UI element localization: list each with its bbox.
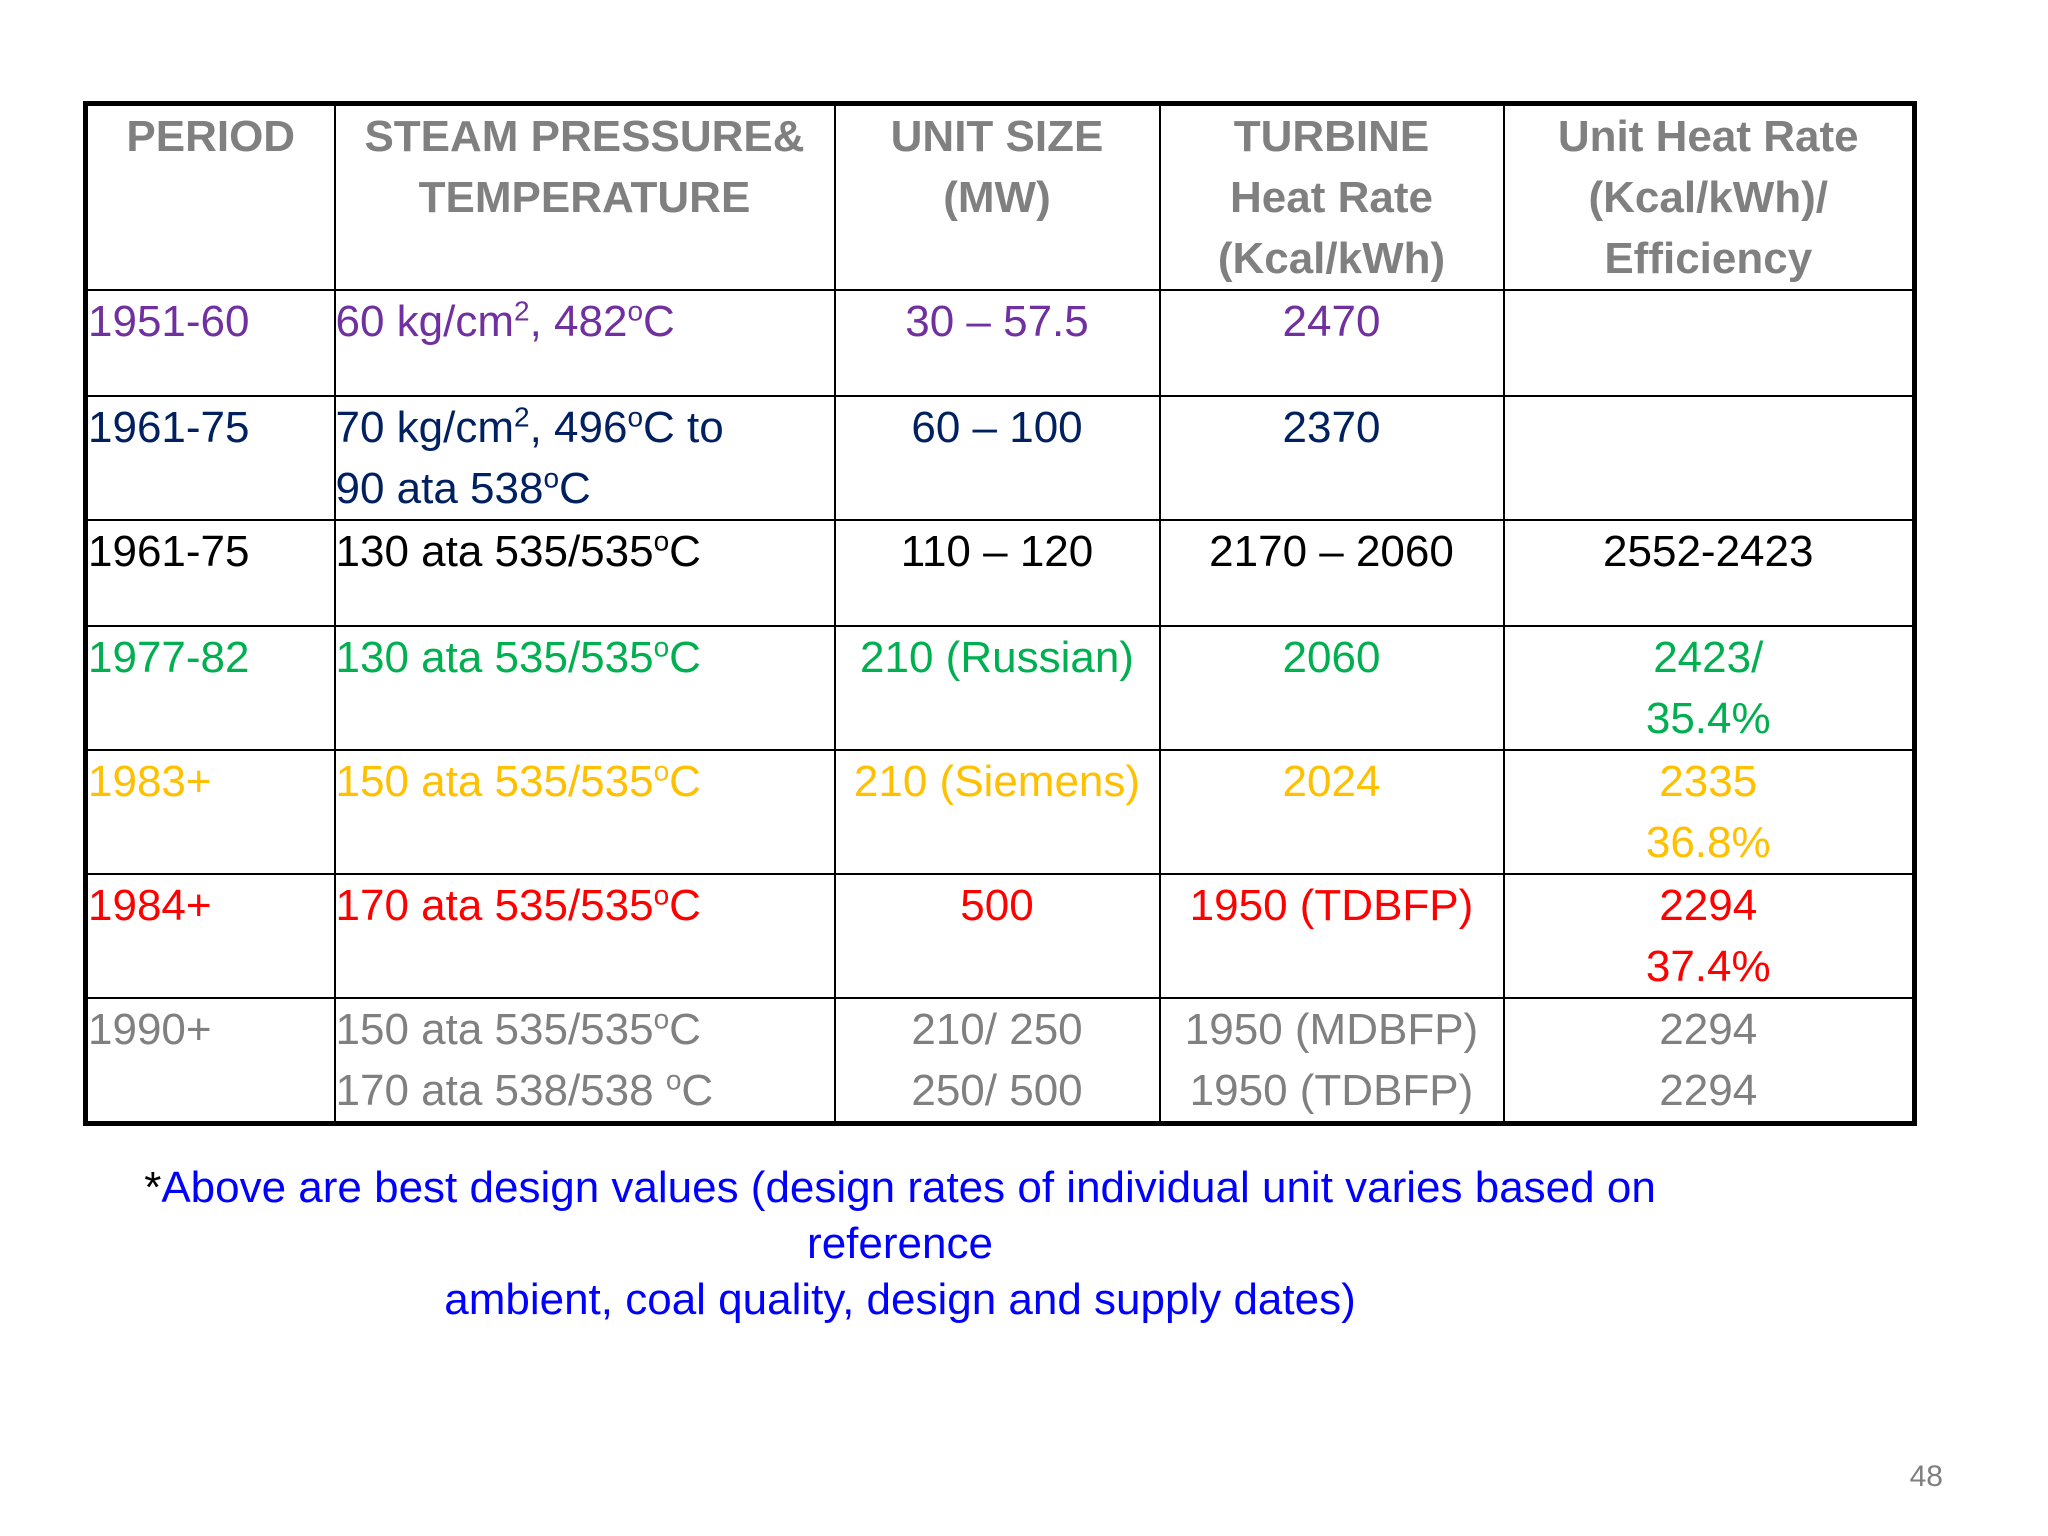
heat-rate-table: PERIOD STEAM PRESSURE& TEMPERATURE UNIT … — [83, 101, 1917, 1126]
steam-line: 150 ata 535/535oC — [335, 1003, 701, 1054]
steam-line: 70 kg/cm2, 496oC to — [335, 401, 724, 452]
steam-line: 170 ata 535/535oC — [335, 879, 701, 930]
turbine-heat-rate-cell: 2470 — [1158, 289, 1505, 397]
period-cell: 1990+ — [84, 997, 336, 1125]
unit-heat-rate-cell: 2335 36.8% — [1502, 749, 1916, 875]
unit-size-cell: 210/ 250 250/ 500 — [833, 997, 1161, 1125]
page-number: 48 — [1909, 1460, 1943, 1493]
period-cell: 1961-75 — [84, 519, 336, 627]
steam-line: 60 kg/cm2, 482oC — [335, 295, 675, 346]
unit-size-cell: 110 – 120 — [833, 519, 1161, 627]
turbine-heat-rate-cell: 1950 (TDBFP) — [1158, 873, 1505, 999]
table-row: 1951-60 60 kg/cm2, 482oC 30 – 57.5 2470 — [84, 289, 1916, 397]
unit-size-cell: 60 – 100 — [833, 395, 1161, 521]
period-cell: 1984+ — [84, 873, 336, 999]
unit-heat-rate-cell: 2552-2423 — [1502, 519, 1916, 627]
footnote-asterisk: * — [144, 1163, 162, 1212]
header-period: PERIOD — [84, 102, 336, 291]
steam-cell: 150 ata 535/535oC — [333, 749, 836, 875]
unit-heat-rate-cell: 2294 2294 — [1502, 997, 1916, 1125]
turbine-heat-rate-cell: 1950 (MDBFP) 1950 (TDBFP) — [1158, 997, 1505, 1125]
table-row: 1984+ 170 ata 535/535oC 500 1950 (TDBFP)… — [84, 873, 1916, 999]
table-header-row: PERIOD STEAM PRESSURE& TEMPERATURE UNIT … — [84, 102, 1916, 291]
period-cell: 1951-60 — [84, 289, 336, 397]
period-cell: 1961-75 — [84, 395, 336, 521]
steam-cell: 130 ata 535/535oC — [333, 519, 836, 627]
steam-line: 90 ata 538oC — [335, 462, 591, 513]
steam-cell: 70 kg/cm2, 496oC to 90 ata 538oC — [333, 395, 836, 521]
footnote: *Above are best design values (design ra… — [60, 1160, 1740, 1328]
unit-size-cell: 500 — [833, 873, 1161, 999]
unit-size-cell: 210 (Siemens) — [833, 749, 1161, 875]
steam-cell: 150 ata 535/535oC 170 ata 538/538 oC — [333, 997, 836, 1125]
unit-heat-rate-cell — [1502, 289, 1916, 397]
table-row: 1961-75 130 ata 535/535oC 110 – 120 2170… — [84, 519, 1916, 627]
steam-line: 170 ata 538/538 oC — [335, 1064, 714, 1115]
table-row: 1961-75 70 kg/cm2, 496oC to 90 ata 538oC… — [84, 395, 1916, 521]
header-unit-heat-rate-efficiency: Unit Heat Rate (Kcal/kWh)/ Efficiency — [1502, 102, 1916, 291]
unit-heat-rate-cell: 2294 37.4% — [1502, 873, 1916, 999]
unit-heat-rate-cell — [1502, 395, 1916, 521]
header-turbine-heat-rate: TURBINE Heat Rate (Kcal/kWh) — [1158, 102, 1505, 291]
table-row: 1990+ 150 ata 535/535oC 170 ata 538/538 … — [84, 997, 1916, 1125]
steam-line: 130 ata 535/535oC — [335, 631, 701, 682]
table-row: 1983+ 150 ata 535/535oC 210 (Siemens) 20… — [84, 749, 1916, 875]
table-row: 1977-82 130 ata 535/535oC 210 (Russian) … — [84, 625, 1916, 751]
header-steam-pressure-temperature: STEAM PRESSURE& TEMPERATURE — [333, 102, 836, 291]
turbine-heat-rate-cell: 2060 — [1158, 625, 1505, 751]
turbine-heat-rate-cell: 2024 — [1158, 749, 1505, 875]
unit-size-cell: 30 – 57.5 — [833, 289, 1161, 397]
turbine-heat-rate-cell: 2170 – 2060 — [1158, 519, 1505, 627]
footnote-line-1: *Above are best design values (design ra… — [144, 1163, 1656, 1268]
steam-cell: 170 ata 535/535oC — [333, 873, 836, 999]
footnote-line-2: ambient, coal quality, design and supply… — [444, 1275, 1356, 1324]
unit-size-cell: 210 (Russian) — [833, 625, 1161, 751]
steam-cell: 130 ata 535/535oC — [333, 625, 836, 751]
period-cell: 1977-82 — [84, 625, 336, 751]
steam-line: 130 ata 535/535oC — [335, 525, 701, 576]
steam-line: 150 ata 535/535oC — [335, 755, 701, 806]
period-cell: 1983+ — [84, 749, 336, 875]
unit-heat-rate-cell: 2423/ 35.4% — [1502, 625, 1916, 751]
header-unit-size: UNIT SIZE (MW) — [833, 102, 1161, 291]
steam-cell: 60 kg/cm2, 482oC — [333, 289, 836, 397]
turbine-heat-rate-cell: 2370 — [1158, 395, 1505, 521]
